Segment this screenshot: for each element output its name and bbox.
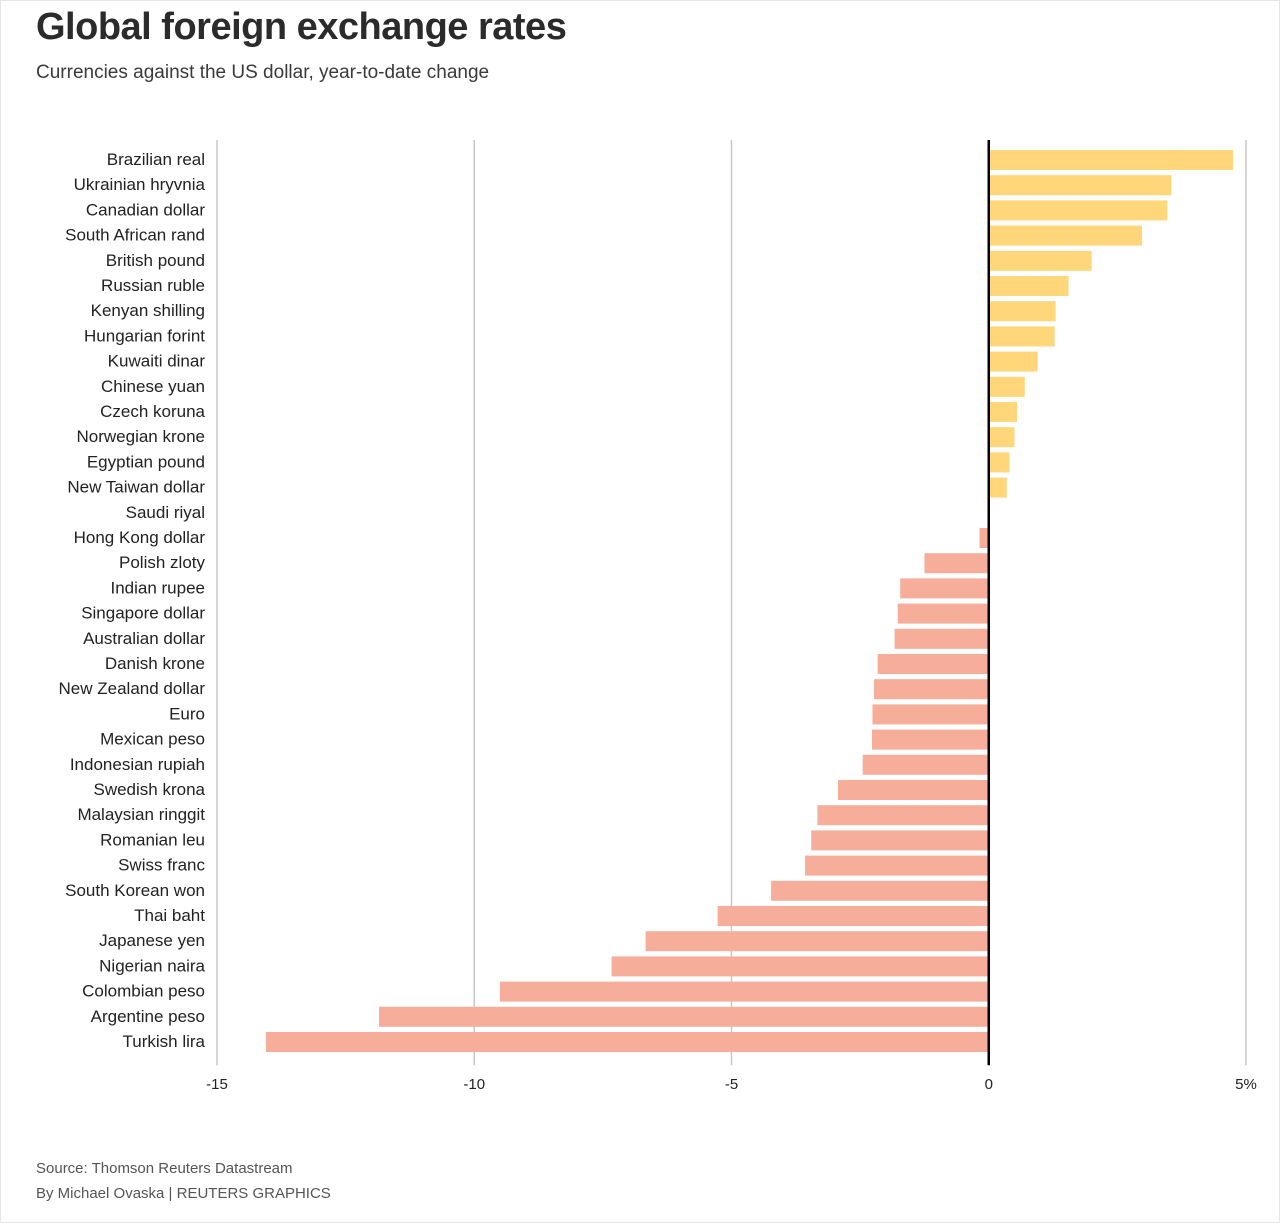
bar: [988, 402, 1018, 422]
bar: [771, 880, 989, 901]
bar: [979, 528, 989, 548]
bar-chart: Brazilian real Ukrainian hryvnia Canadian …: [59, 140, 1257, 1093]
category-label: Hungarian forint: [84, 326, 205, 345]
x-tick-label: -10: [463, 1076, 485, 1093]
bar: [379, 1006, 989, 1027]
bar: [645, 931, 989, 952]
category-label: Nigerian naira: [99, 956, 205, 975]
category-label: Kenyan shilling: [91, 301, 205, 320]
bar: [988, 200, 1168, 221]
category-label: Norwegian krone: [76, 427, 205, 446]
bar: [988, 301, 1056, 322]
bar: [988, 351, 1038, 372]
category-label: Argentine peso: [91, 1007, 205, 1026]
category-label: Canadian dollar: [86, 200, 205, 219]
bar: [877, 654, 989, 674]
category-label: Ukrainian hryvnia: [74, 175, 206, 194]
bar: [717, 906, 989, 926]
bar: [817, 805, 989, 826]
bar: [988, 250, 1092, 271]
bar: [988, 376, 1025, 397]
x-tick-label: 0: [985, 1076, 993, 1093]
bar: [988, 225, 1143, 246]
category-label: Turkish lira: [123, 1032, 206, 1051]
bar: [988, 477, 1007, 498]
category-label: Chinese yuan: [101, 377, 205, 396]
category-label: New Zealand dollar: [59, 679, 206, 698]
bar: [988, 175, 1172, 196]
category-label: Mexican peso: [100, 730, 205, 749]
bar: [988, 326, 1055, 347]
category-label: Malaysian ringgit: [77, 805, 205, 824]
category-label: Thai baht: [134, 906, 205, 925]
bar: [924, 553, 989, 574]
category-label: Saudi riyal: [126, 503, 205, 522]
bar: [897, 603, 989, 624]
category-label: Indian rupee: [110, 578, 205, 597]
bar: [900, 578, 989, 599]
category-label: Singapore dollar: [81, 604, 205, 623]
bar: [988, 427, 1015, 448]
category-label: Australian dollar: [83, 629, 205, 648]
x-tick-label: -15: [206, 1076, 228, 1093]
category-label: Romanian leu: [100, 830, 205, 849]
category-label: Colombian peso: [82, 982, 205, 1001]
category-label: Danish krone: [105, 654, 205, 673]
bar: [805, 855, 989, 876]
category-label: Japanese yen: [99, 931, 205, 950]
category-label: South Korean won: [65, 881, 205, 900]
bar: [871, 729, 989, 750]
category-label: Brazilian real: [107, 150, 205, 169]
gridlines: [216, 140, 1247, 1066]
category-label: Indonesian rupiah: [70, 755, 205, 774]
bar: [862, 754, 989, 775]
bar: [265, 1032, 989, 1052]
bar: [988, 276, 1069, 296]
category-label: Kuwaiti dinar: [108, 352, 206, 371]
category-label: Euro: [169, 704, 205, 723]
category-label: Czech koruna: [100, 402, 205, 421]
category-label: Swiss franc: [118, 856, 205, 875]
category-label: British pound: [106, 251, 205, 270]
category-label: South African rand: [65, 226, 205, 245]
category-label: Polish zloty: [119, 553, 205, 572]
category-label: Egyptian pound: [87, 452, 205, 471]
bar: [894, 628, 989, 649]
chart-subtitle: Currencies against the US dollar, year-t…: [36, 62, 490, 83]
category-label: New Taiwan dollar: [67, 478, 205, 497]
bar: [988, 452, 1010, 473]
bars: [265, 150, 1234, 1052]
bar: [872, 704, 989, 725]
source-note: Source: Thomson Reuters Datastream: [36, 1160, 293, 1177]
bar: [838, 780, 989, 800]
x-tick-label: -5: [725, 1076, 738, 1093]
bar: [988, 150, 1234, 170]
x-axis-ticks: -15 -10 -5 0 5%: [206, 1076, 1257, 1093]
bar: [499, 981, 989, 1002]
bar: [611, 956, 989, 977]
chart-title: Global foreign exchange rates: [36, 6, 567, 48]
category-labels: Brazilian real Ukrainian hryvnia Canadian …: [59, 150, 206, 1051]
byline: By Michael Ovaska | REUTERS GRAPHICS: [36, 1185, 331, 1202]
category-label: Hong Kong dollar: [74, 528, 206, 547]
x-tick-label: 5%: [1235, 1076, 1257, 1093]
bar: [811, 830, 989, 851]
bar: [874, 679, 989, 700]
category-label: Russian ruble: [101, 276, 205, 295]
category-label: Swedish krona: [93, 780, 205, 799]
